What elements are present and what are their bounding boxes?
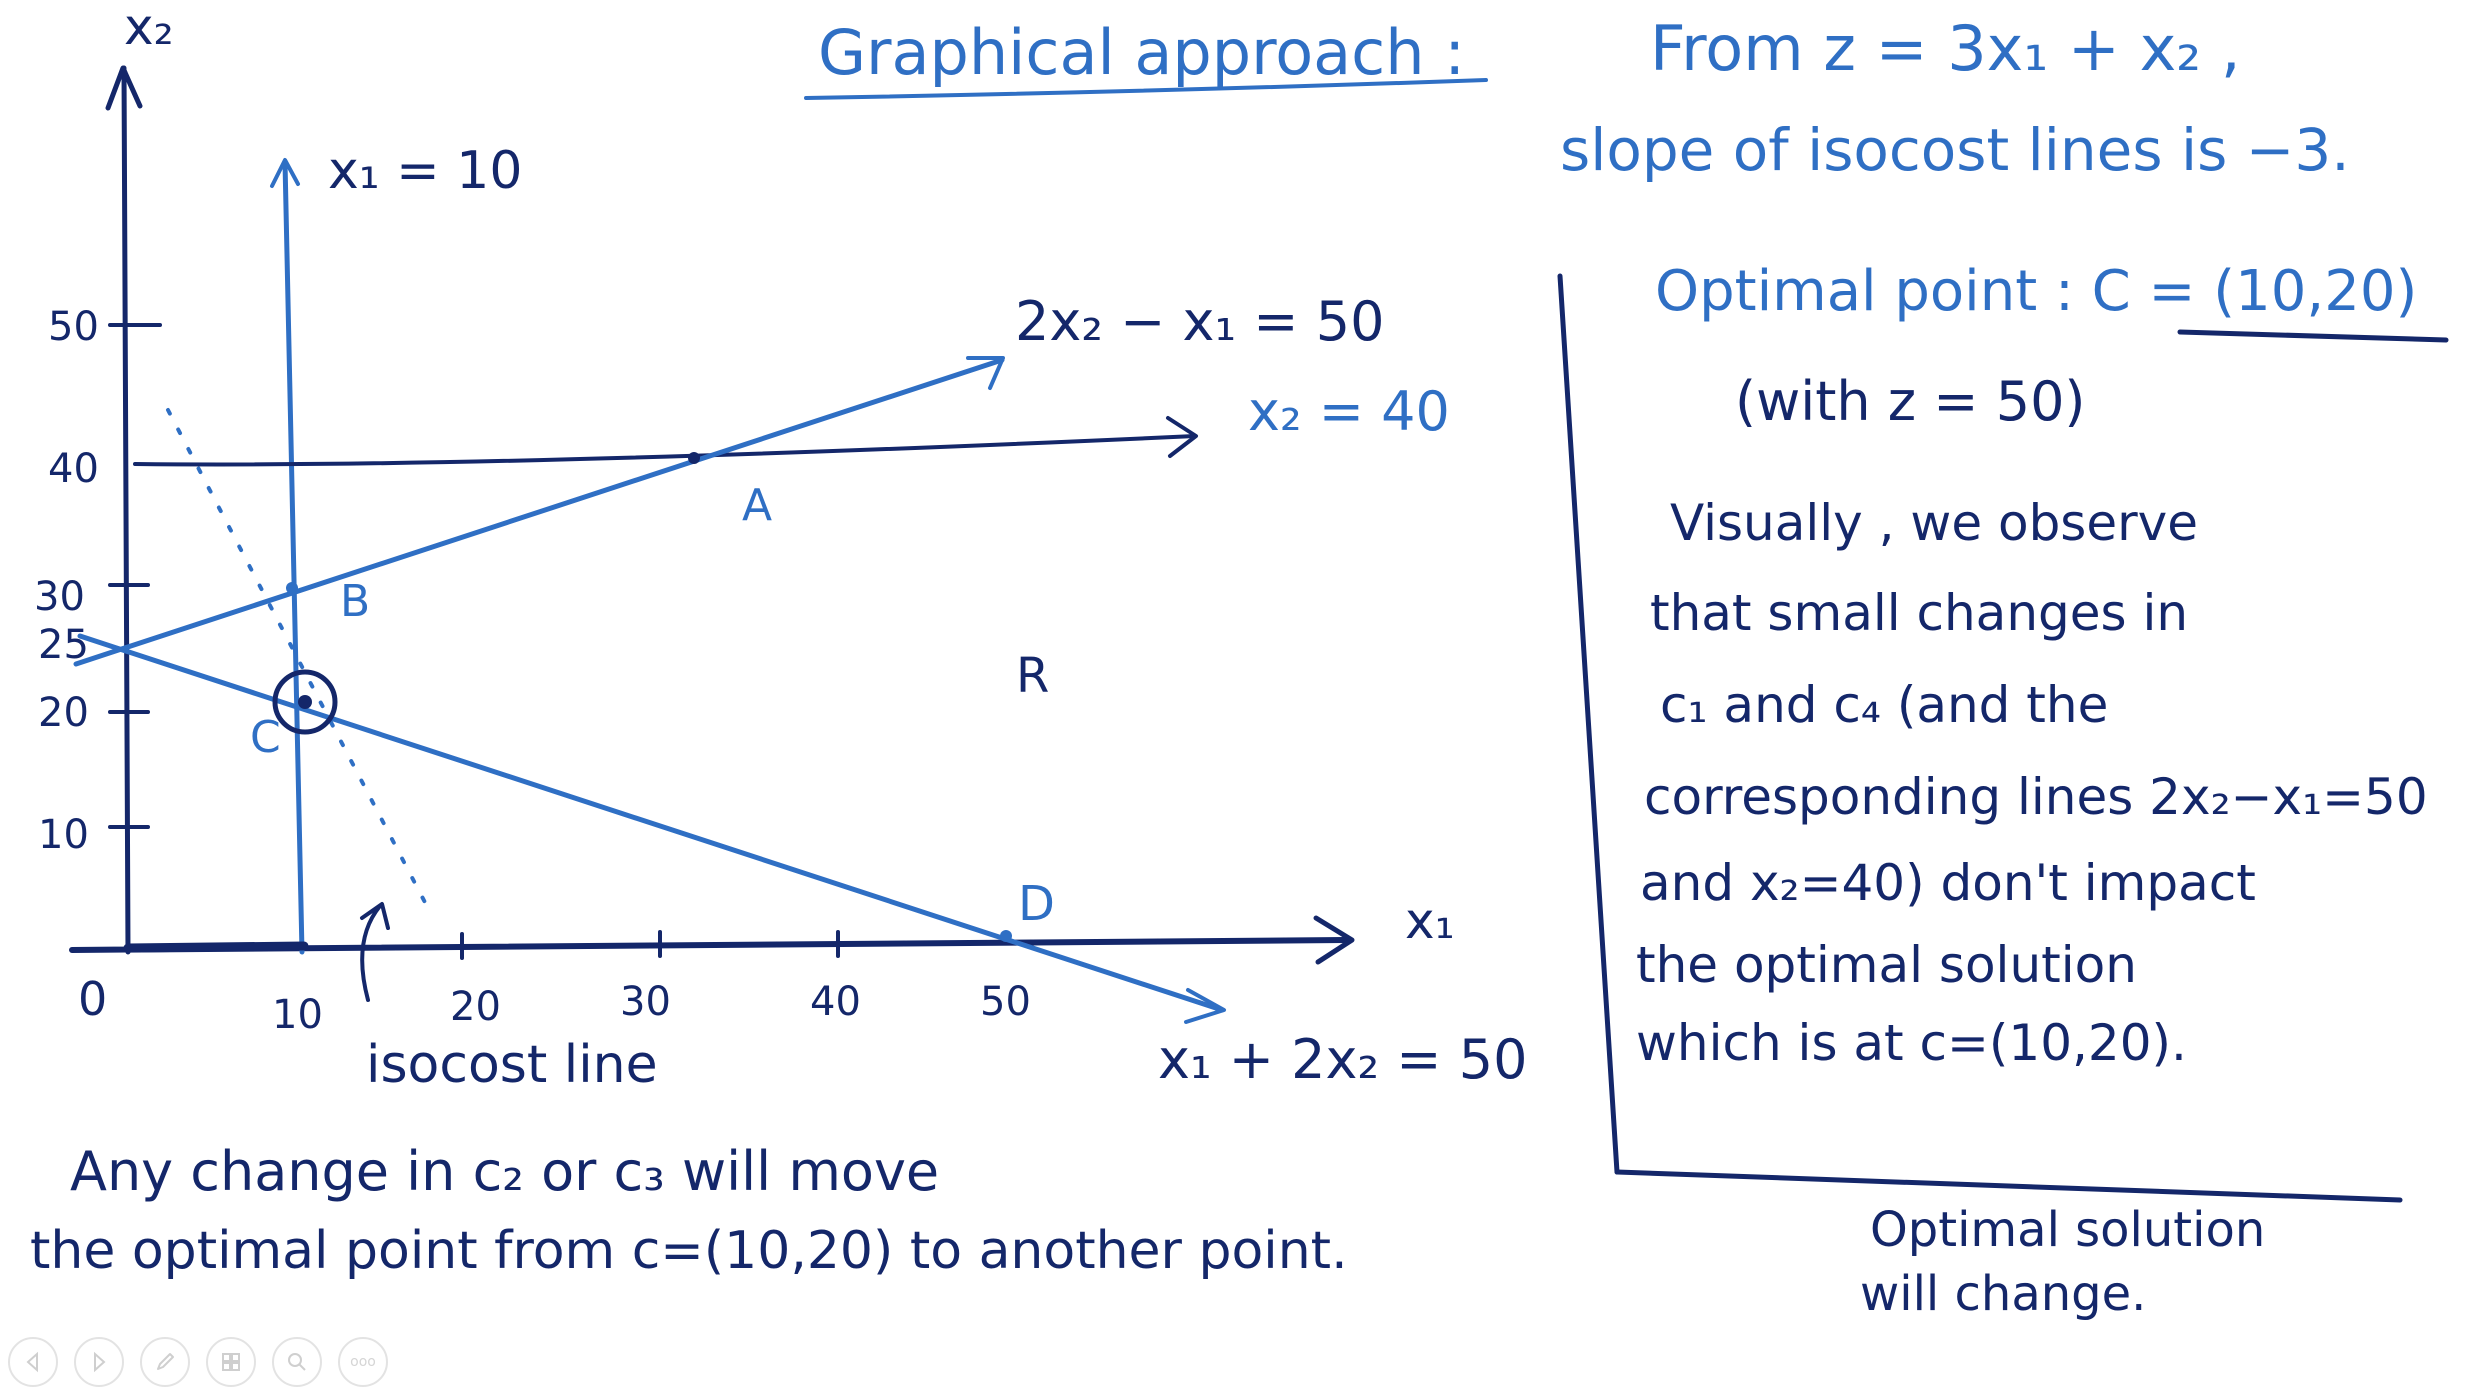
y-ticks <box>108 323 162 829</box>
observation-line-3: c₁ and c₄ (and the <box>1660 676 2108 734</box>
y-tick-label-20: 20 <box>38 690 89 736</box>
notes-panel-left-border <box>1557 273 1620 1175</box>
observation-line-2: that small changes in <box>1650 584 2188 642</box>
x-ticks <box>460 930 840 960</box>
point-A-marker <box>688 452 700 464</box>
x-tick-label-40: 40 <box>810 979 861 1025</box>
x-axis-segment-0-10 <box>123 941 309 953</box>
slideshow-toolbar: ooo <box>8 1334 388 1390</box>
point-B-marker <box>286 582 298 594</box>
feasible-region-label: R <box>1016 648 1049 704</box>
side-note-line-2: will change. <box>1860 1266 2146 1322</box>
notes-panel-bottom-border <box>1614 1169 2403 1203</box>
more-icon: ooo <box>350 1354 376 1370</box>
previous-icon <box>26 1351 38 1373</box>
point-C-label: C <box>250 712 281 763</box>
zoom-button[interactable] <box>272 1337 322 1387</box>
header-title-underline <box>804 78 1488 100</box>
side-note-line-1: Optimal solution <box>1870 1202 2265 1258</box>
bottom-note-line-2: the optimal point from c=(10,20) to anot… <box>30 1221 1348 1281</box>
isocost-pointer-arrowhead <box>360 902 390 930</box>
observation-line-1: Visually , we observe <box>1670 494 2198 552</box>
optimal-point-heading: Optimal point : C = (10,20) <box>1655 259 2417 324</box>
y-tick-labels: 50 40 30 25 20 10 <box>34 304 99 858</box>
isocost-line-label: isocost line <box>366 1035 658 1095</box>
see-all-slides-button[interactable] <box>206 1337 256 1387</box>
constraint-line-x1-plus-2x2-eq-50 <box>77 633 1225 1013</box>
x-tick-label-30: 30 <box>620 979 671 1025</box>
x-tick-label-20: 20 <box>450 984 501 1030</box>
x-axis-arrowhead <box>1313 915 1355 965</box>
y-tick-label-50: 50 <box>48 304 99 350</box>
point-D-marker <box>1000 930 1012 942</box>
pen-icon <box>157 1353 174 1370</box>
constraint-line-2x2-minus-x1-eq-50-arrowhead <box>966 356 1005 390</box>
point-C-optimal-ring <box>272 669 338 735</box>
header-title: Graphical approach : <box>818 16 1465 89</box>
point-D-label: D <box>1018 876 1055 932</box>
y-tick-label-10: 10 <box>38 812 89 858</box>
slides-icon <box>222 1353 240 1371</box>
constraint-line-2x2-minus-x1-eq-50 <box>73 357 1005 667</box>
x-tick-label-10: 10 <box>272 992 323 1038</box>
constraint-line-x1-plus-2x2-eq-50-arrowhead <box>1184 988 1226 1024</box>
label-x2-eq-40: x₂ = 40 <box>1248 380 1450 443</box>
x-axis-label: x₁ <box>1405 892 1455 950</box>
origin-label: 0 <box>78 972 107 1026</box>
next-slide-button[interactable] <box>74 1337 124 1387</box>
y-tick-label-30: 30 <box>34 574 85 620</box>
point-A-label: A <box>742 480 772 531</box>
y-axis-arrowhead <box>105 65 143 111</box>
optimal-z-text: (with z = 50) <box>1735 370 2086 433</box>
y-axis <box>121 65 131 955</box>
observation-paragraph: Visually , we observe that small changes… <box>1636 494 2428 1072</box>
x-tick-labels: 10 20 30 40 50 <box>272 979 1031 1038</box>
label-x1-eq-10: x₁ = 10 <box>328 141 522 201</box>
observation-line-7: which is at c=(10,20). <box>1636 1014 2187 1072</box>
point-C-marker <box>298 695 312 709</box>
next-icon <box>94 1351 106 1373</box>
isocost-slope-text: slope of isocost lines is −3. <box>1560 116 2350 184</box>
bottom-note-line-1: Any change in c₂ or c₃ will move <box>70 1140 939 1203</box>
constraint-line-x2-eq-40-arrowhead <box>1166 416 1198 458</box>
observation-line-4: corresponding lines 2x₂−x₁=50 <box>1644 768 2428 826</box>
constraint-line-x1-eq-10-arrowhead <box>270 158 300 188</box>
label-x1-plus-2x2-eq-50: x₁ + 2x₂ = 50 <box>1158 1028 1527 1091</box>
optimal-point-label: Optimal point : <box>1655 259 2092 324</box>
previous-slide-button[interactable] <box>8 1337 58 1387</box>
optimal-point-value: C = (10,20) <box>2092 259 2418 324</box>
isocost-pointer-arrow <box>360 904 382 1002</box>
zoom-icon <box>288 1353 306 1371</box>
label-2x2-minus-x1-eq-50: 2x₂ − x₁ = 50 <box>1015 290 1384 353</box>
optimal-point-underline <box>2177 329 2449 343</box>
pen-tool-button[interactable] <box>140 1337 190 1387</box>
observation-line-5: and x₂=40) don't impact <box>1640 854 2256 912</box>
y-axis-label: x₂ <box>124 0 174 56</box>
constraint-line-x1-eq-10 <box>282 159 305 955</box>
point-B-label: B <box>340 576 370 627</box>
constraint-line-x2-eq-40 <box>133 434 1197 467</box>
x-tick-label-50: 50 <box>980 979 1031 1025</box>
y-tick-label-40: 40 <box>48 446 99 492</box>
observation-line-6: the optimal solution <box>1636 936 2137 994</box>
objective-function-text: From z = 3x₁ + x₂ , <box>1650 12 2241 85</box>
more-options-button[interactable]: ooo <box>338 1337 388 1387</box>
